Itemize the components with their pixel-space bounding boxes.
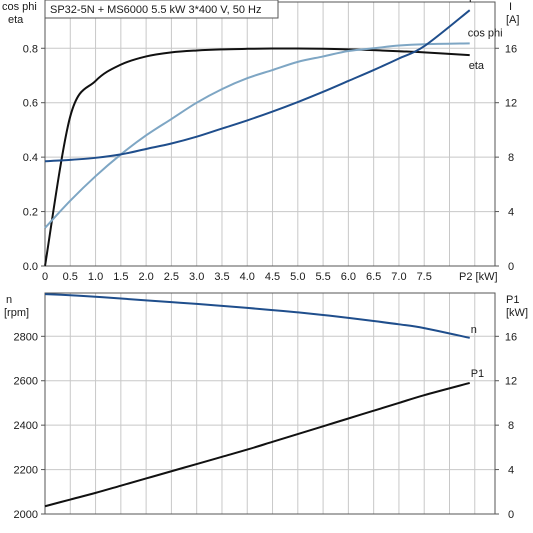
plot-frames [44,1,496,515]
x-unit-label: P2 [kW] [459,271,498,283]
curve-p1 [44,381,470,508]
x-tick-label: 0 [42,271,48,283]
right-tick-label: 8 [508,152,514,164]
x-tick-label: 4.0 [240,271,255,283]
x-tick-label: 2.5 [164,271,179,283]
curve-cos-phi [44,42,470,229]
x-tick-label: 7.5 [417,271,432,283]
left-tick-label: 2000 [14,509,38,521]
top-right-axis-label-2: [A] [506,14,519,26]
right-tick-label: 0 [508,261,514,273]
left-tick-label: 0.2 [23,207,38,219]
left-tick-label: 2400 [14,420,38,432]
x-tick-label: 2.0 [138,271,153,283]
x-tick-label: 6.0 [341,271,356,283]
chart-title: SP32-5N + MS6000 5.5 kW 3*400 V, 50 Hz [50,4,261,16]
plot-frame [44,292,496,515]
left-tick-label: 0.6 [23,98,38,110]
right-tick-label: 12 [505,376,517,388]
right-tick-label: 4 [508,465,514,477]
right-tick-label: 16 [505,43,517,55]
tick-labels: 0.0 0.2 0.4 0.6 0.8 0 4 8 12 16 0 0.5 1.0 1.5 2.0 2.5 3.… [14,43,518,521]
x-tick-label: 1.5 [113,271,128,283]
axis-text: SP32-5N + MS6000 5.5 kW 3*400 V, 50 Hz c… [2,0,528,319]
curve-i [44,9,471,163]
top-left-axis-label-1: cos phi [2,1,37,13]
left-tick-label: 0.4 [23,152,38,164]
left-tick-label: 2200 [14,465,38,477]
left-tick-label: 2800 [14,331,38,343]
x-tick-label: 1.0 [88,271,103,283]
x-tick-label: 7.0 [391,271,406,283]
x-tick-label: 3.5 [214,271,229,283]
series-label-cos-phi: cos phi [468,27,503,39]
curves [44,9,471,508]
right-tick-label: 16 [505,331,517,343]
x-tick-label: 5.0 [290,271,305,283]
series-label-eta: eta [469,60,485,72]
curve-n [44,293,470,339]
bottom-left-axis-label-2: [rpm] [4,307,29,319]
grid-lines [44,2,495,515]
top-right-axis-label-1: I [509,1,512,13]
right-tick-label: 12 [505,98,517,110]
x-tick-label: 4.5 [265,271,280,283]
series-label-n: n [471,324,477,336]
title-box [44,0,279,19]
bottom-right-axis-label-1: P1 [506,294,519,306]
left-tick-label: 0.0 [23,261,38,273]
curve-eta [44,47,470,267]
series-label-i: I [469,0,472,5]
bottom-left-axis-label-1: n [6,294,12,306]
left-tick-label: 0.8 [23,43,38,55]
top-left-axis-label-2: eta [8,14,24,26]
series-labels: eta cos phi In P1 [468,0,503,380]
x-tick-label: 3.0 [189,271,204,283]
right-tick-label: 8 [508,420,514,432]
right-tick-label: 4 [508,207,514,219]
plot-frame [44,1,496,267]
x-tick-label: 0.5 [63,271,78,283]
left-tick-label: 2600 [14,376,38,388]
bottom-right-axis-label-2: [kW] [506,307,528,319]
right-tick-label: 0 [508,509,514,521]
x-tick-label: 5.5 [315,271,330,283]
series-label-p1: P1 [471,368,484,380]
x-tick-label: 6.5 [366,271,381,283]
